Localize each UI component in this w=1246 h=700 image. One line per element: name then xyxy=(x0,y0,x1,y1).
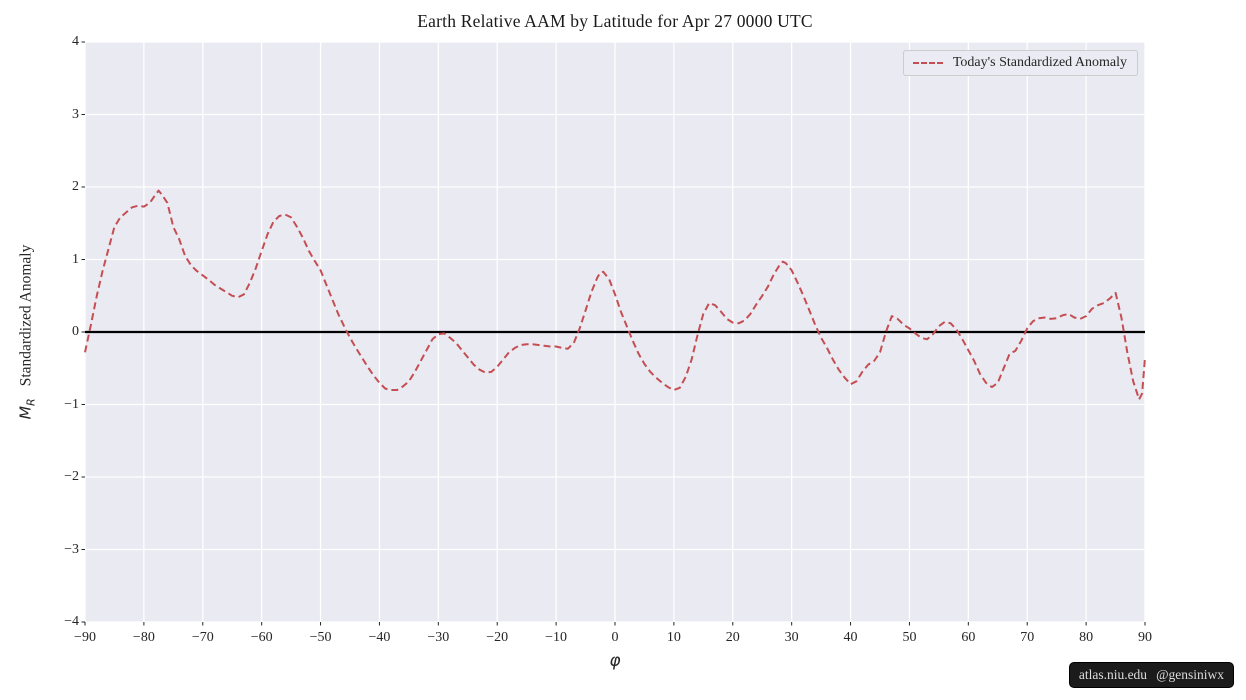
y-axis-label: MR Standardized Anomaly xyxy=(16,245,37,420)
x-tick-label: 70 xyxy=(1020,630,1035,645)
attribution-site: atlas.niu.edu xyxy=(1078,667,1148,682)
x-tick-label: −70 xyxy=(191,630,214,645)
x-tick-label: 80 xyxy=(1079,630,1094,645)
y-tick-label: 0 xyxy=(72,324,79,339)
y-tick-label: 2 xyxy=(72,179,79,194)
x-tick-label: 60 xyxy=(961,630,976,645)
legend: Today's Standardized Anomaly xyxy=(902,50,1138,76)
x-tick-label: 50 xyxy=(902,630,917,645)
y-tick-label: −2 xyxy=(64,469,79,484)
x-tick-label: −90 xyxy=(74,630,96,645)
y-tick-label: −3 xyxy=(64,541,79,557)
y-tick-label: 4 xyxy=(72,34,79,49)
dashed-line-swatch-icon xyxy=(912,62,943,64)
y-tick-label: 3 xyxy=(72,106,79,122)
x-tick-label: 10 xyxy=(666,630,681,645)
y-tick-label: 1 xyxy=(72,251,79,267)
y-axis-tick-labels: −4 −3 −2 −1 0 1 2 3 4 xyxy=(0,0,79,700)
x-tick-label: −30 xyxy=(427,630,450,645)
x-tick-label: 40 xyxy=(843,630,858,645)
x-tick-label: 20 xyxy=(725,630,740,645)
y-tick-label: −4 xyxy=(64,614,79,629)
x-tick-label: 90 xyxy=(1138,630,1152,645)
y-tick-label: −1 xyxy=(64,396,79,412)
legend-label: Today's Standardized Anomaly xyxy=(952,55,1127,70)
x-tick-label: 30 xyxy=(784,630,799,645)
x-axis-label: φ xyxy=(609,651,621,671)
x-axis-tick-labels: −90 −80 −70 −60 −50 −40 −30 −20 −10 0 10 20 30 40 50 60… xyxy=(0,630,1246,650)
x-tick-label: −60 xyxy=(250,630,273,645)
chart-title: Earth Relative AAM by Latitude for Apr 2… xyxy=(417,11,813,31)
x-tick-label: −40 xyxy=(368,630,391,645)
y-axis-label-text: Standardized Anomaly xyxy=(17,244,35,387)
anomaly-line xyxy=(84,189,1146,401)
x-tick-label: −50 xyxy=(309,630,332,645)
x-tick-label: −10 xyxy=(545,630,568,645)
y-axis-label-symbol: MR xyxy=(16,398,38,420)
x-tick-label: −80 xyxy=(132,630,155,645)
attribution-badge: atlas.niu.edu @gensiniwx xyxy=(1069,663,1233,687)
x-tick-label: 0 xyxy=(611,630,619,645)
x-tick-label: −20 xyxy=(486,630,509,645)
attribution-handle: @gensiniwx xyxy=(1156,667,1224,682)
